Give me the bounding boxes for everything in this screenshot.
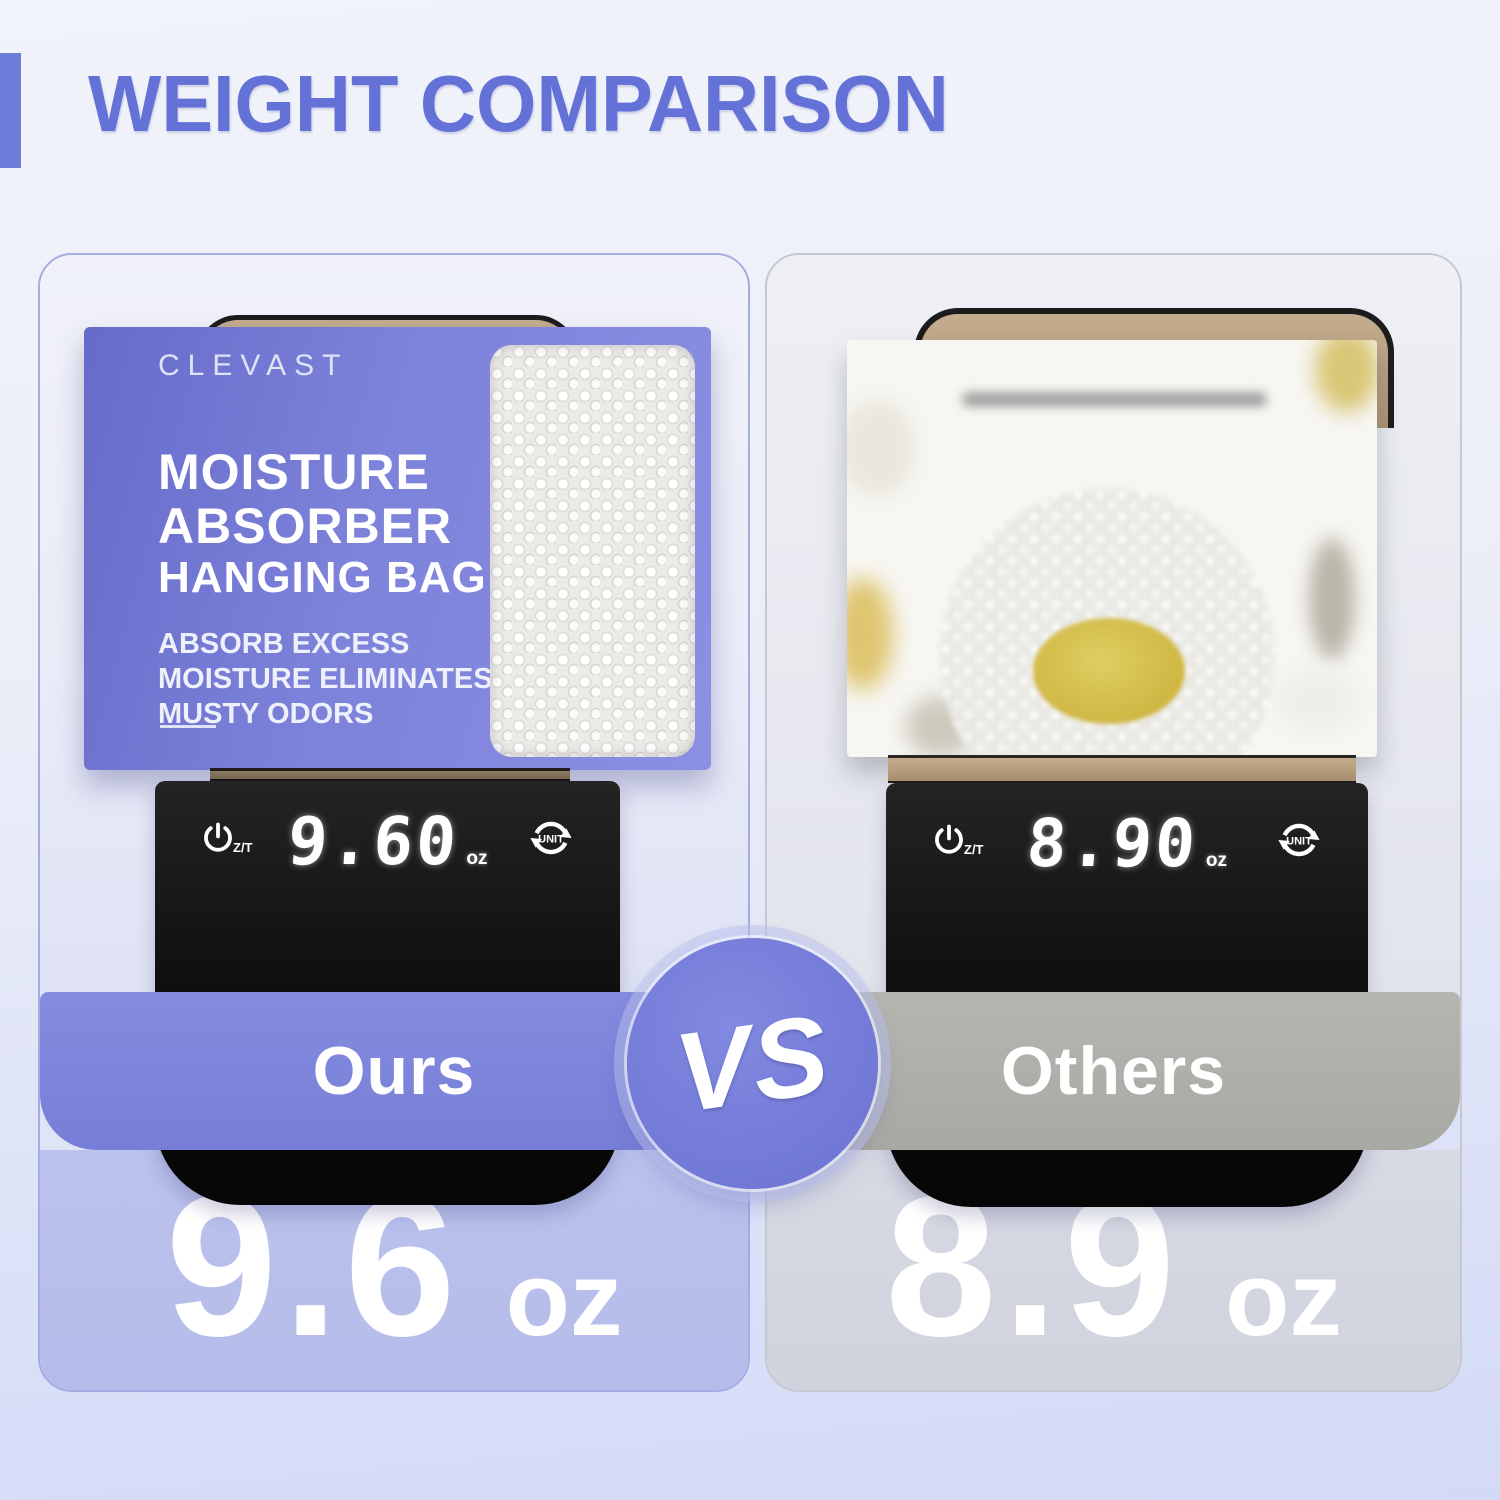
lcd-readout: 9.60 oz <box>284 803 488 880</box>
scale-platform-edge <box>210 768 570 781</box>
ours-product-stage: CLEVAST MOISTURE ABSORBER HANGING BAG AB… <box>40 255 748 1205</box>
ours-panel: CLEVAST MOISTURE ABSORBER HANGING BAG AB… <box>38 253 750 1392</box>
lcd-unit-label: oz <box>466 847 488 869</box>
bag-title-line: ABSORBER <box>158 498 453 554</box>
blurred-decoration <box>1309 538 1355 660</box>
power-icon <box>204 822 232 852</box>
zero-tare-label: Z/T <box>964 842 984 857</box>
bag-subtitle-line: ABSORB EXCESS <box>158 628 410 660</box>
unit-button: UNIT <box>1276 817 1322 868</box>
ours-label: Ours <box>312 1033 476 1109</box>
ours-weight-unit: oz <box>505 1241 623 1358</box>
scale-platform-edge <box>888 755 1356 783</box>
unit-icon: UNIT <box>1278 823 1320 857</box>
blurred-yellow-oval <box>1033 618 1185 724</box>
unit-icon: UNIT <box>530 821 572 855</box>
brand-logo: CLEVAST <box>158 349 349 382</box>
others-weight-unit: oz <box>1225 1241 1342 1358</box>
blurred-decoration <box>847 400 915 496</box>
power-icon <box>935 824 963 854</box>
power-zero-tare-button: Z/T <box>930 821 984 859</box>
beads-window <box>490 345 695 757</box>
blurred-decoration <box>847 578 893 690</box>
zero-tare-label: Z/T <box>233 840 253 855</box>
power-zero-tare-button: Z/T <box>199 819 253 857</box>
page-title: WEIGHT COMPARISON <box>88 59 949 148</box>
title-accent-bar <box>0 53 21 168</box>
lcd-unit-label: oz <box>1205 849 1228 871</box>
others-product-stage: Z/T 8.90 oz UNIT <box>767 255 1460 1207</box>
unit-button: UNIT <box>528 815 574 866</box>
bag-product-title: MOISTURE ABSORBER HANGING BAG <box>158 445 487 603</box>
svg-text:UNIT: UNIT <box>1286 835 1312 847</box>
bag-subtitle: ABSORB EXCESS MOISTURE ELIMINATES MUSTY … <box>158 627 493 732</box>
blurred-decoration <box>1275 670 1359 732</box>
bag-subtitle-line: MOISTURE ELIMINATES <box>158 663 493 695</box>
vs-label: VS <box>667 990 838 1137</box>
bag-divider-line <box>160 725 216 728</box>
blurred-product-title <box>962 392 1267 407</box>
bag-title-line: HANGING BAG <box>158 553 487 602</box>
lcd-weight-value: 8.90 <box>1024 805 1201 882</box>
lcd-weight-value: 9.60 <box>284 803 462 880</box>
scale-display: Z/T 9.60 oz UNIT <box>155 797 620 897</box>
scale-display: Z/T 8.90 oz UNIT <box>886 799 1368 899</box>
blurred-decoration <box>1315 340 1377 412</box>
vs-badge: VS <box>627 938 878 1189</box>
others-panel: Z/T 8.90 oz UNIT <box>765 253 1462 1392</box>
others-label: Others <box>1000 1033 1227 1109</box>
clevast-moisture-absorber-bag: CLEVAST MOISTURE ABSORBER HANGING BAG AB… <box>84 327 711 770</box>
others-band: Others <box>767 992 1460 1150</box>
bag-title-line: MOISTURE <box>158 444 430 500</box>
lcd-readout: 8.90 oz <box>1024 805 1228 882</box>
bag-subtitle-line: MUSTY ODORS <box>158 698 374 730</box>
svg-text:UNIT: UNIT <box>538 833 564 845</box>
competitor-bag-blurred <box>847 340 1377 757</box>
